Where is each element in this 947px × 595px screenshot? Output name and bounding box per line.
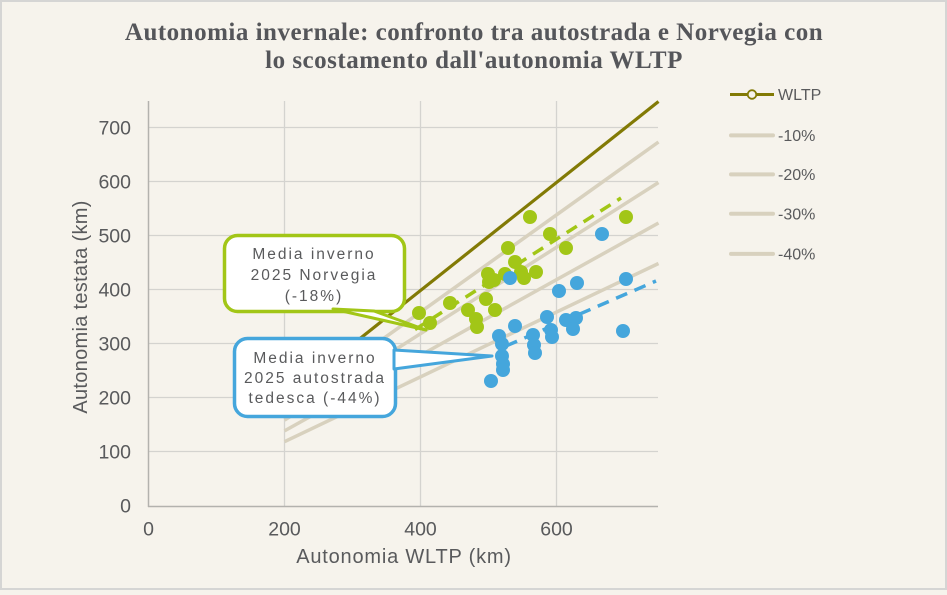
svg-text:-10%: -10% bbox=[778, 128, 815, 145]
svg-text:100: 100 bbox=[98, 441, 131, 463]
svg-text:(-18%): (-18%) bbox=[285, 288, 344, 305]
svg-text:lo scostamento dall'autonomia: lo scostamento dall'autonomia WLTP bbox=[265, 47, 683, 74]
svg-text:Media inverno: Media inverno bbox=[252, 246, 375, 263]
svg-text:2025 Norvegia: 2025 Norvegia bbox=[251, 267, 378, 284]
svg-text:600: 600 bbox=[98, 171, 131, 193]
svg-text:400: 400 bbox=[98, 279, 131, 301]
svg-text:-30%: -30% bbox=[778, 206, 815, 223]
svg-text:0: 0 bbox=[143, 519, 154, 541]
svg-text:Autonomia WLTP (km): Autonomia WLTP (km) bbox=[296, 546, 512, 568]
svg-text:-40%: -40% bbox=[778, 247, 815, 264]
svg-text:WLTP: WLTP bbox=[778, 87, 821, 104]
svg-text:500: 500 bbox=[98, 225, 131, 247]
svg-text:0: 0 bbox=[120, 495, 131, 517]
svg-text:2025 autostrada: 2025 autostrada bbox=[244, 370, 386, 387]
svg-text:700: 700 bbox=[98, 117, 131, 139]
svg-text:300: 300 bbox=[98, 333, 131, 355]
svg-text:600: 600 bbox=[540, 519, 573, 541]
svg-text:Autonomia testata (km): Autonomia testata (km) bbox=[70, 200, 92, 413]
svg-text:tedesca (-44%): tedesca (-44%) bbox=[248, 390, 381, 407]
svg-text:Media inverno: Media inverno bbox=[253, 350, 376, 367]
svg-text:Autonomia invernale: confronto: Autonomia invernale: confronto tra autos… bbox=[125, 19, 823, 46]
svg-text:400: 400 bbox=[404, 519, 437, 541]
svg-text:-20%: -20% bbox=[778, 167, 815, 184]
svg-text:200: 200 bbox=[98, 387, 131, 409]
svg-text:200: 200 bbox=[268, 519, 301, 541]
